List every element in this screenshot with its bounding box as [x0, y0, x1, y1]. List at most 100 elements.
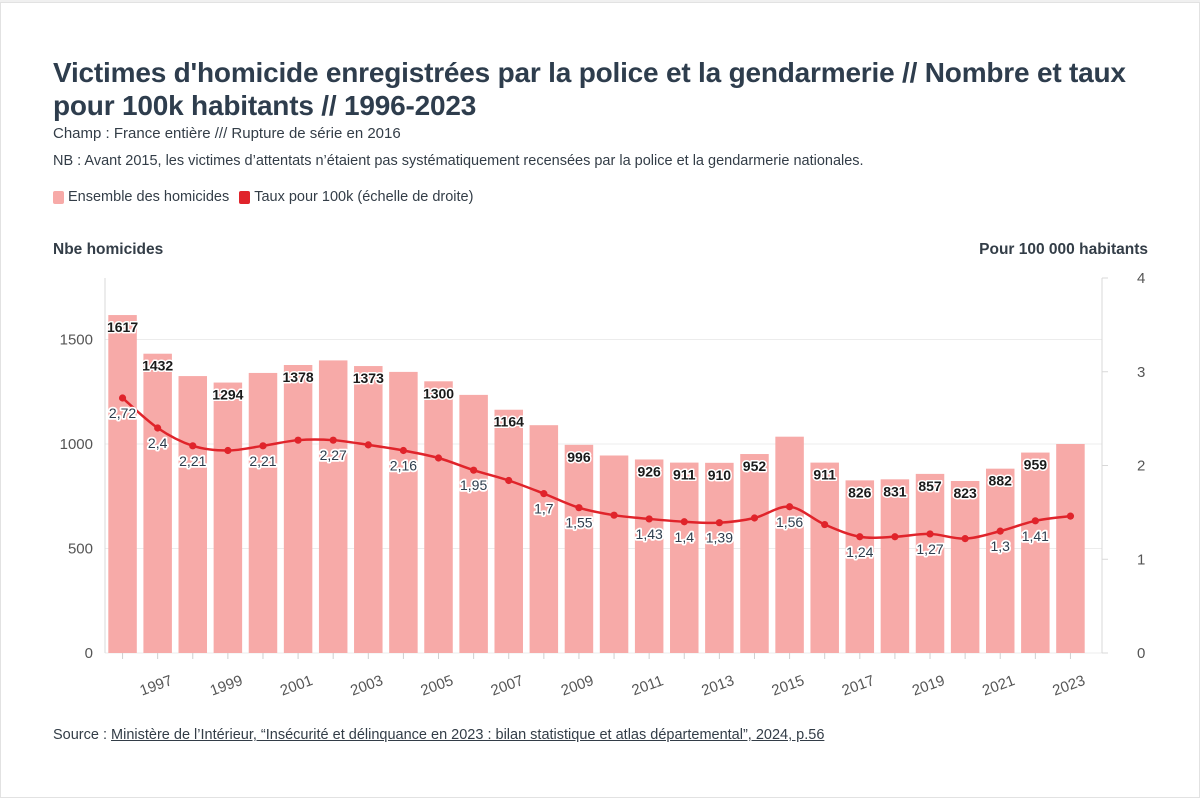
legend-label-bars: Ensemble des homicides — [68, 189, 230, 205]
rate-point — [399, 446, 408, 455]
legend-label-line: Taux pour 100k (échelle de droite) — [254, 189, 474, 205]
bar — [880, 479, 910, 653]
rate-point — [926, 530, 934, 538]
rate-point — [434, 454, 443, 462]
bar — [529, 425, 559, 653]
rate-point — [785, 503, 794, 511]
rate-point — [505, 476, 513, 485]
bar-value-label: 959 — [1024, 457, 1048, 473]
bar — [950, 480, 980, 653]
bar — [775, 436, 804, 653]
rate-point — [540, 490, 548, 498]
bar-value-label: 1294 — [212, 387, 243, 403]
rate-point — [154, 424, 162, 432]
rate-point — [610, 511, 618, 519]
bar — [1056, 444, 1085, 653]
bar-value-label: 911 — [673, 467, 696, 483]
bar — [599, 455, 629, 653]
bar-value-label: 911 — [813, 467, 836, 483]
rate-value-label: 2,16 — [390, 458, 417, 474]
bar — [705, 462, 734, 653]
rate-value-label: 1,4 — [675, 529, 695, 545]
bar-value-label: 826 — [848, 484, 872, 500]
bar — [354, 366, 383, 653]
bar — [459, 394, 488, 653]
bar — [178, 376, 208, 653]
y-tick-right: 0 — [1137, 645, 1145, 662]
bar-value-label: 1378 — [283, 369, 314, 385]
rate-point — [259, 442, 267, 450]
bar — [143, 353, 172, 653]
bar-value-label: 1432 — [142, 358, 173, 374]
rate-point — [680, 518, 688, 526]
x-tick-label: 2011 — [630, 672, 666, 699]
rate-value-label: 1,24 — [846, 544, 873, 560]
bar-value-label: 823 — [953, 485, 977, 501]
rate-point — [1031, 517, 1039, 525]
legend-item-line[interactable]: Taux pour 100k (échelle de droite) — [239, 189, 473, 205]
y-axis-left-title: Nbe homicides — [53, 241, 164, 258]
x-tick-label: 2001 — [278, 672, 315, 699]
rate-point — [575, 504, 583, 512]
y-tick-left: 0 — [85, 645, 93, 662]
bar-value-label: 926 — [637, 463, 661, 479]
x-tick-label: 1999 — [208, 672, 245, 699]
bar — [845, 480, 875, 653]
rate-value-label: 1,43 — [636, 526, 663, 542]
legend-item-bars[interactable]: Ensemble des homicides — [53, 189, 229, 205]
bar-value-label: 831 — [883, 483, 907, 499]
rate-line — [121, 397, 1071, 540]
bar — [810, 462, 839, 653]
x-tick-label: 2023 — [1050, 672, 1087, 699]
bar — [108, 315, 137, 653]
x-tick-label: 2007 — [489, 672, 526, 699]
x-tick-label: 2017 — [840, 672, 877, 699]
bar — [985, 468, 1015, 653]
bar — [670, 462, 699, 653]
x-tick-label: 2009 — [559, 672, 596, 699]
bar-value-label: 996 — [567, 449, 591, 465]
bar — [915, 473, 945, 653]
chart-title: Victimes d'homicide enregistrées par la … — [53, 57, 1126, 121]
x-tick-label: 2021 — [980, 672, 1017, 699]
bar — [564, 444, 594, 653]
bar — [283, 364, 313, 653]
y-tick-left: 1500 — [60, 332, 93, 349]
legend-swatch-bars — [53, 190, 64, 204]
x-tick-label: 2019 — [910, 672, 947, 699]
y-tick-right: 3 — [1137, 364, 1145, 381]
y-axis-right-title: Pour 100 000 habitants — [979, 241, 1148, 258]
rate-point — [750, 514, 759, 522]
bar — [248, 372, 278, 653]
rate-point — [470, 466, 478, 474]
rate-value-label: 1,7 — [534, 501, 554, 517]
rate-point — [856, 533, 864, 541]
rate-value-label: 1,41 — [1022, 528, 1049, 544]
rate-point — [364, 441, 372, 449]
y-tick-right: 4 — [1137, 270, 1145, 287]
source-note: Source : Ministère de l’Intérieur, “Insé… — [53, 727, 824, 743]
bar — [213, 382, 243, 653]
rate-point — [891, 533, 899, 541]
bar — [634, 459, 664, 653]
bar — [494, 409, 523, 653]
legend-swatch-line — [239, 190, 251, 204]
source-link[interactable]: Ministère de l’Intérieur, “Insécurité et… — [111, 727, 825, 743]
rate-point — [645, 515, 653, 523]
chart-subtitle: Champ : France entière /// Rupture de sé… — [53, 125, 401, 142]
bar — [1021, 452, 1050, 653]
bar-value-label: 857 — [918, 478, 942, 494]
bar-value-label: 1617 — [107, 319, 138, 335]
bar — [740, 454, 769, 653]
y-tick-right: 1 — [1137, 551, 1145, 568]
rate-point — [189, 442, 197, 450]
rate-point — [1066, 512, 1075, 520]
y-tick-right: 2 — [1137, 458, 1145, 475]
rate-value-label: 2,21 — [249, 453, 276, 469]
x-tick-label: 2003 — [348, 672, 385, 699]
y-tick-left: 500 — [68, 541, 93, 558]
rate-value-label: 2,4 — [148, 435, 168, 451]
rate-point — [821, 520, 829, 529]
rate-value-label: 2,27 — [320, 447, 347, 463]
bar-value-label: 882 — [989, 473, 1013, 489]
